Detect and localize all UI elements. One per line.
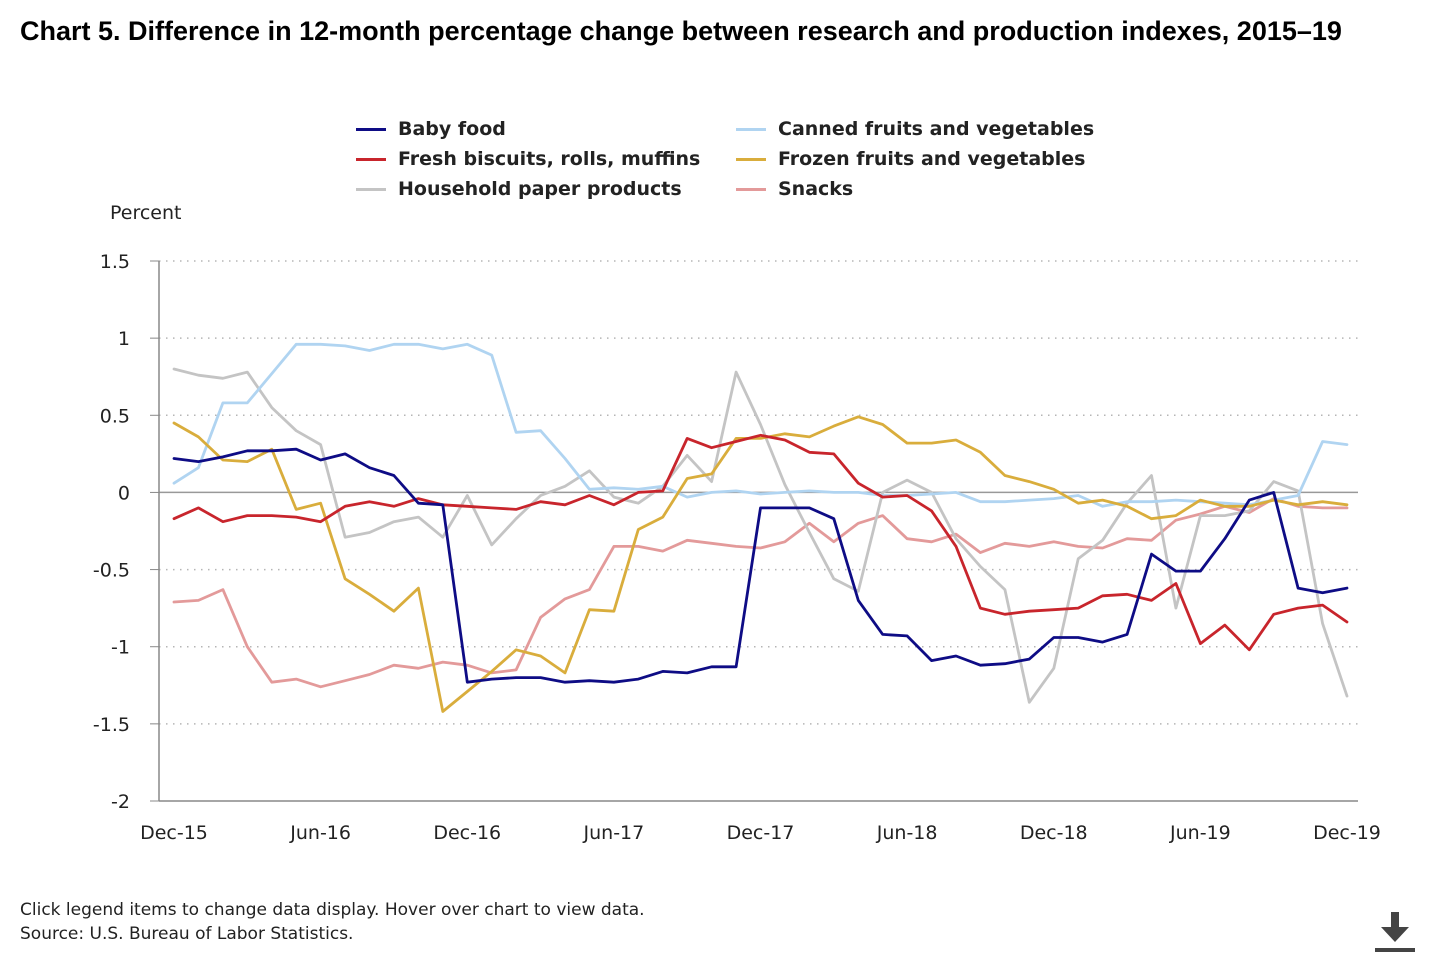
y-tick-label: 1.5 — [100, 251, 130, 273]
chart-footer: Click legend items to change data displa… — [20, 898, 645, 946]
legend-label: Baby food — [398, 118, 506, 140]
legend-item-canned-fruits-vegetables[interactable]: Canned fruits and vegetables — [736, 115, 1094, 143]
legend-label: Canned fruits and vegetables — [778, 118, 1095, 140]
y-tick-label: -0.5 — [93, 560, 130, 582]
x-tick-label: Jun-18 — [876, 822, 938, 844]
x-tick-label: Dec-18 — [1020, 822, 1088, 844]
legend-swatch — [736, 127, 766, 131]
legend-item-household-paper[interactable]: Household paper products — [356, 175, 682, 203]
legend-swatch — [356, 187, 386, 191]
legend-label: Snacks — [778, 178, 854, 200]
series-line-household-paper-products[interactable] — [172, 367, 1349, 704]
y-tick-label: -1.5 — [93, 714, 130, 736]
line-chart[interactable]: Percent 1.5 1 0.5 0 -0.5 -1 -1.5 -2 Dec-15 Jun-16 D… — [0, 195, 1440, 855]
x-tick-label: Dec-17 — [727, 822, 795, 844]
footer-note: Click legend items to change data displa… — [20, 900, 645, 920]
x-tick-label: Dec-19 — [1313, 822, 1381, 844]
legend-swatch — [736, 157, 766, 161]
y-tick-label: 0 — [118, 482, 130, 504]
x-tick-label: Jun-16 — [289, 822, 351, 844]
chart-title: Chart 5. Difference in 12-month percenta… — [20, 16, 1342, 46]
series-line-fresh-biscuits-rolls-muffins[interactable] — [172, 433, 1349, 652]
legend-item-snacks[interactable]: Snacks — [736, 175, 853, 203]
series-line-snacks[interactable] — [172, 497, 1349, 689]
y-tick-label: 0.5 — [100, 405, 130, 427]
series-line-frozen-fruits-and-vegetables[interactable] — [172, 415, 1349, 713]
legend-swatch — [356, 157, 386, 161]
legend-swatch — [736, 187, 766, 191]
download-icon[interactable] — [1372, 908, 1418, 954]
legend-label: Frozen fruits and vegetables — [778, 148, 1086, 170]
footer-source: Source: U.S. Bureau of Labor Statistics. — [20, 924, 354, 944]
y-axis-title: Percent — [110, 202, 182, 224]
y-tick-label: -2 — [111, 791, 130, 813]
x-tick-label: Jun-17 — [583, 822, 645, 844]
series-line-baby-food[interactable] — [172, 447, 1349, 684]
legend-item-frozen-fruits-vegetables[interactable]: Frozen fruits and vegetables — [736, 145, 1086, 173]
x-tick-label: Dec-16 — [433, 822, 501, 844]
chart-legend: Baby food Canned fruits and vegetables F… — [356, 115, 1116, 207]
x-tick-label: Jun-19 — [1169, 822, 1231, 844]
x-tick-label: Dec-15 — [140, 822, 208, 844]
y-tick-label: 1 — [118, 328, 130, 350]
y-tick-label: -1 — [111, 637, 130, 659]
legend-label: Household paper products — [398, 178, 682, 200]
legend-label: Fresh biscuits, rolls, muffins — [398, 148, 701, 170]
series-line-canned-fruits-and-vegetables[interactable] — [172, 342, 1349, 508]
legend-item-fresh-biscuits[interactable]: Fresh biscuits, rolls, muffins — [356, 145, 700, 173]
legend-swatch — [356, 127, 386, 131]
legend-item-baby-food[interactable]: Baby food — [356, 115, 506, 143]
